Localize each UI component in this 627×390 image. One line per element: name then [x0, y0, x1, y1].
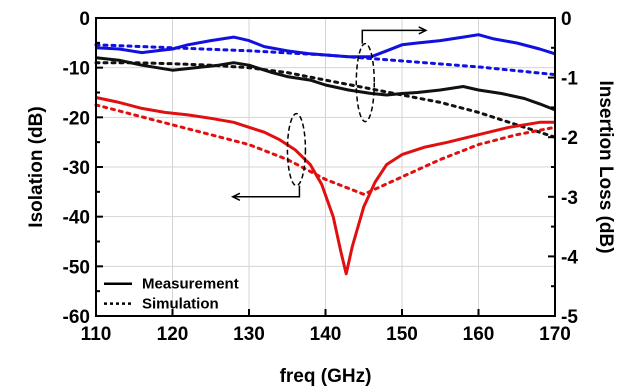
x-tick-label: 170: [539, 324, 571, 345]
right-y-tick-label: -3: [561, 188, 578, 209]
legend-label: Measurement: [142, 276, 239, 293]
right-y-tick-label: -2: [561, 128, 578, 149]
legend-label: Simulation: [142, 296, 219, 313]
left-y-tick-label: -50: [63, 257, 90, 278]
grid-lines: [95, 17, 556, 317]
left-y-tick-label: -20: [63, 108, 90, 129]
series-line-blue-solid: [95, 33, 556, 59]
left-y-tick-label: -10: [63, 59, 90, 80]
annotation-group: [230, 26, 428, 201]
left-y-tick-label: 0: [79, 9, 90, 30]
series-line-black-solid: [95, 56, 556, 112]
right-y-axis-title: Insertion Loss (dB): [595, 80, 616, 253]
x-tick-label: 120: [157, 324, 189, 345]
x-tick-label: 130: [233, 324, 265, 345]
x-tick-label: 160: [463, 324, 495, 345]
series-line-red-solid: [95, 96, 555, 276]
series-group: [94, 33, 557, 276]
x-axis-title: freq (GHz): [280, 366, 372, 387]
left-axis-arrowhead: [230, 192, 241, 201]
x-tick-label: 110: [81, 324, 112, 345]
left-axis-ellipse: [286, 112, 307, 187]
x-tick-label: 150: [386, 324, 418, 345]
right-axis-ellipse: [355, 42, 376, 123]
series-line-red-dotted: [94, 103, 557, 196]
right-axis-arrow-stem: [361, 29, 425, 44]
right-y-tick-label: -1: [561, 69, 578, 90]
series-line-black-dotted: [94, 61, 557, 139]
right-y-tick-label: -4: [561, 247, 578, 268]
axis-ticks: 110 120 130 140 150 160 1700-10-20-30-40-50-60…: [63, 9, 579, 345]
left-y-tick-label: -60: [63, 307, 90, 328]
right-y-tick-label: -5: [561, 307, 578, 328]
left-y-axis-title: Isolation (dB): [26, 106, 47, 227]
left-axis-arrow-stem: [233, 185, 301, 198]
right-axis-arrowhead: [418, 26, 428, 35]
left-y-tick-label: -40: [63, 208, 90, 229]
legend: Measurement Simulation: [104, 276, 239, 313]
left-y-tick-label: -30: [63, 158, 90, 179]
x-tick-label: 140: [310, 324, 342, 345]
series-line-blue-dotted: [94, 43, 557, 77]
right-y-tick-label: 0: [561, 9, 572, 30]
